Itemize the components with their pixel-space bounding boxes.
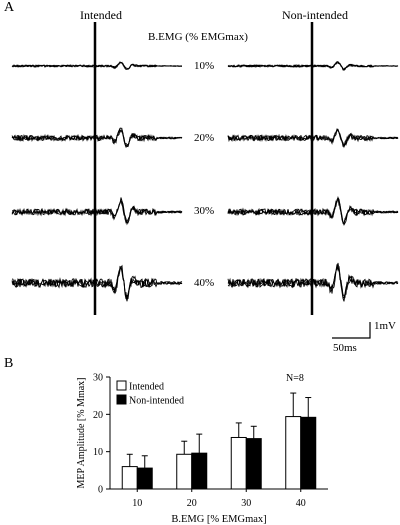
legend-swatch-non-intended (116, 394, 127, 405)
y-tick-label: 20 (93, 410, 103, 421)
legend-label-non-intended: Non-intended (129, 396, 184, 407)
legend-swatch-intended (116, 380, 127, 391)
emg-trace-intended-2-3 (11, 129, 183, 148)
bar-chart: 0 10 20 30 10 20 30 40 B.EMG [% EMGmax] MEP Ampli… (76, 373, 328, 525)
intended-column-label: Intended (80, 8, 122, 22)
bar-intended-20 (176, 453, 193, 490)
scale-bar-mv-label: 1mV (374, 320, 396, 332)
y-tick-label: 30 (93, 373, 103, 384)
bar-non-intended-10 (136, 467, 153, 490)
panel-b-letter: B (4, 356, 14, 371)
level-label-10: 10% (194, 60, 215, 72)
bemg-header: B.EMG (% EMGmax) (148, 31, 248, 43)
bar-intended-30 (230, 436, 247, 490)
level-label-20: 20% (194, 132, 215, 144)
y-axis-label: MEP Amplitude [% Mmax] (76, 377, 87, 488)
emg-trace-intended-1-3 (11, 61, 183, 70)
panel-a-letter: A (4, 0, 15, 15)
x-tick-label: 20 (187, 498, 197, 509)
emg-trace-intended-4-3 (11, 266, 183, 300)
emg-trace-intended-3-3 (11, 197, 183, 224)
bar-intended-40 (285, 416, 302, 490)
level-label-40: 40% (194, 277, 215, 289)
bar-intended-10 (121, 466, 138, 490)
x-tick-label: 30 (241, 498, 251, 509)
scale-bar-ms-label: 50ms (333, 342, 357, 354)
nonintended-column-label: Non-intended (282, 8, 348, 22)
legend-label-intended: Intended (129, 382, 164, 393)
level-label-30: 30% (194, 205, 215, 217)
scale-bar (332, 322, 371, 339)
emg-traces (11, 61, 399, 302)
x-axis-label: B.EMG [% EMGmax] (171, 514, 266, 525)
n-label: N=8 (286, 373, 304, 384)
bar-non-intended-30 (245, 438, 262, 490)
x-tick-label: 40 (296, 498, 306, 509)
y-tick-label: 0 (98, 485, 103, 496)
x-tick-label: 10 (132, 498, 142, 509)
bar-non-intended-40 (300, 416, 317, 490)
bar-non-intended-20 (191, 452, 208, 490)
y-tick-label: 10 (93, 447, 103, 458)
